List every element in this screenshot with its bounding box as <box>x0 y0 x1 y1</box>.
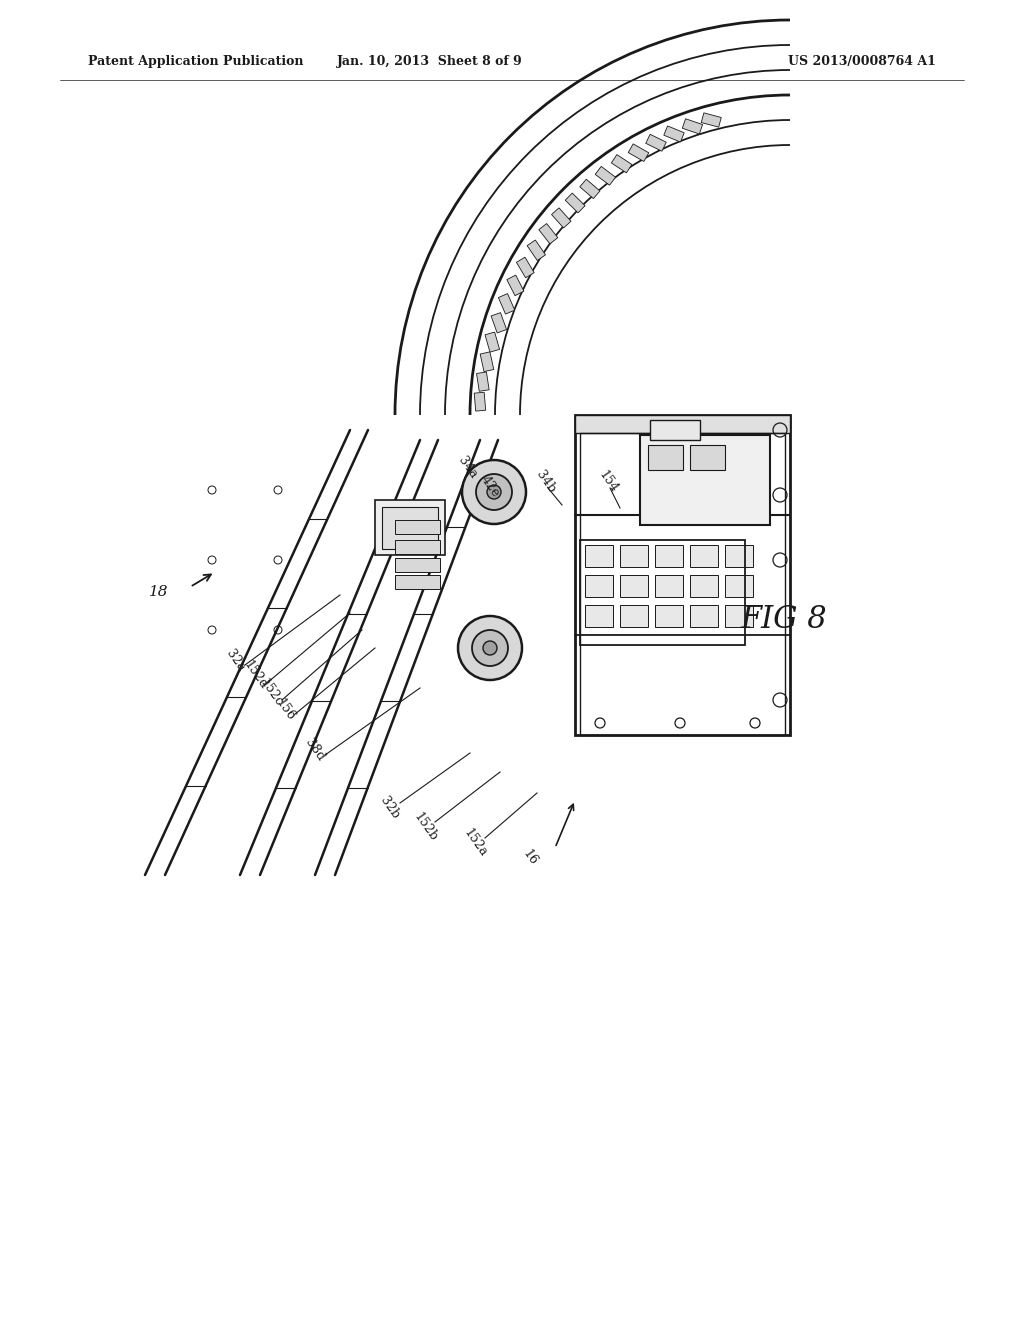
Bar <box>575 414 790 735</box>
Bar <box>585 605 613 627</box>
Bar <box>527 240 546 260</box>
Bar <box>580 540 745 645</box>
Bar <box>611 154 632 173</box>
Bar <box>382 507 438 549</box>
Bar <box>580 433 785 735</box>
Bar <box>620 545 648 568</box>
Bar <box>552 207 571 228</box>
Bar <box>664 125 684 143</box>
Bar <box>476 372 489 391</box>
Bar <box>682 119 702 135</box>
Bar <box>646 135 667 152</box>
Circle shape <box>476 474 512 510</box>
Bar <box>629 144 649 161</box>
Bar <box>725 576 753 597</box>
Text: 154: 154 <box>596 469 621 495</box>
Text: 34a: 34a <box>456 454 480 482</box>
Text: 42e: 42e <box>478 474 502 500</box>
Circle shape <box>472 630 508 667</box>
Text: 38d: 38d <box>303 737 328 764</box>
Bar <box>690 445 725 470</box>
Text: 156: 156 <box>273 697 297 723</box>
Text: Jan. 10, 2013  Sheet 8 of 9: Jan. 10, 2013 Sheet 8 of 9 <box>337 55 523 69</box>
Text: 32a: 32a <box>223 647 248 673</box>
Bar <box>655 605 683 627</box>
Text: Patent Application Publication: Patent Application Publication <box>88 55 303 69</box>
Bar <box>485 333 500 352</box>
Bar <box>474 392 485 411</box>
Text: 152b: 152b <box>411 810 439 843</box>
Text: FIG 8: FIG 8 <box>740 605 826 635</box>
Bar <box>565 193 585 213</box>
Bar <box>499 293 515 314</box>
Text: 152d: 152d <box>242 659 270 692</box>
Bar <box>655 576 683 597</box>
Bar <box>395 576 440 589</box>
Bar <box>575 414 790 433</box>
Text: 152a: 152a <box>461 826 489 859</box>
Bar <box>516 257 535 277</box>
Circle shape <box>458 616 522 680</box>
Bar <box>620 605 648 627</box>
Bar <box>725 545 753 568</box>
Bar <box>690 545 718 568</box>
Circle shape <box>487 484 501 499</box>
Bar <box>585 545 613 568</box>
Bar <box>690 605 718 627</box>
Bar <box>701 112 721 127</box>
Bar <box>585 576 613 597</box>
Bar <box>580 180 600 198</box>
Bar <box>492 313 507 333</box>
Bar <box>595 166 615 185</box>
Bar <box>620 576 648 597</box>
Bar <box>539 223 558 244</box>
Bar <box>470 482 520 507</box>
Bar <box>395 540 440 554</box>
Text: 16: 16 <box>520 847 540 869</box>
Bar <box>655 545 683 568</box>
Bar <box>650 420 700 440</box>
Bar <box>395 558 440 572</box>
Bar <box>375 500 445 554</box>
Bar <box>690 576 718 597</box>
Bar <box>468 638 518 663</box>
Bar <box>480 352 494 372</box>
Text: 34b: 34b <box>534 469 558 495</box>
Text: 152c: 152c <box>257 676 286 709</box>
Bar <box>395 520 440 535</box>
Bar <box>507 275 524 296</box>
Bar <box>640 436 770 525</box>
Text: US 2013/0008764 A1: US 2013/0008764 A1 <box>788 55 936 69</box>
Text: 18: 18 <box>148 585 168 599</box>
Bar <box>648 445 683 470</box>
Bar <box>725 605 753 627</box>
Circle shape <box>483 642 497 655</box>
Text: 32b: 32b <box>378 795 402 821</box>
Circle shape <box>462 459 526 524</box>
